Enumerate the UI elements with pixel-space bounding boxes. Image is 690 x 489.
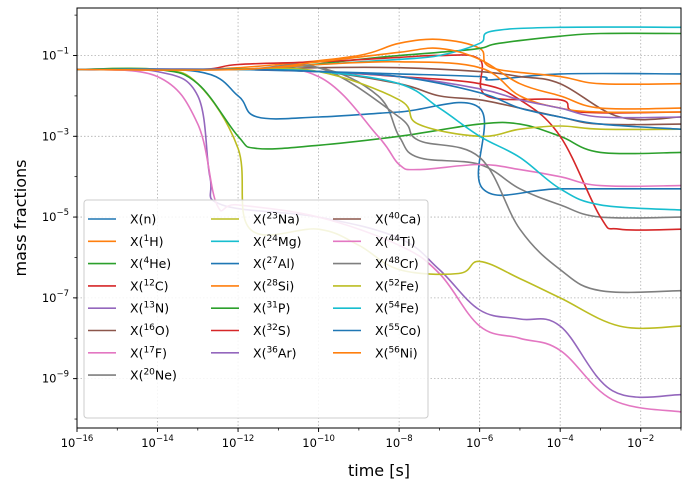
y-axis-label: mass fractions	[11, 160, 30, 277]
legend-entry: X(23Na)	[253, 212, 300, 227]
x-tick-label: 10−12	[222, 434, 255, 450]
legend-entry: X(52Fe)	[375, 278, 419, 293]
legend-entry: X(1H)	[130, 234, 163, 249]
y-tick-label: 10−3	[42, 127, 69, 143]
series-line-2	[77, 38, 681, 86]
x-tick-label: 10−4	[547, 434, 574, 450]
series-line-13	[77, 67, 681, 155]
legend-entry: X(32S)	[253, 323, 291, 338]
legend-entry: X(54Fe)	[375, 301, 419, 316]
legend-entry: X(55Co)	[375, 323, 421, 338]
y-tick-label: 10−1	[42, 47, 69, 63]
legend-entry: X(27Al)	[253, 256, 295, 271]
plot-frame	[76, 7, 682, 429]
x-tick-label: 10−6	[466, 434, 493, 450]
y-tick-label: 10−9	[42, 370, 69, 386]
legend-box	[83, 199, 429, 419]
series-layer	[77, 26, 681, 413]
x-axis-label: time [s]	[348, 461, 410, 480]
series-line-3	[77, 32, 681, 71]
x-tick-label: 10−16	[61, 434, 94, 450]
series-line-15	[77, 68, 681, 119]
series-line-8	[77, 65, 681, 219]
legend-entry: X(31P)	[253, 301, 290, 316]
ticks: 10−16 10−14 10−12 10−10 10−8 10−6 10−4 10−2 10−9…	[42, 14, 682, 450]
x-tick-label: 10−14	[141, 434, 174, 450]
x-tick-label: 10−2	[627, 434, 654, 450]
series-line-11	[77, 68, 681, 197]
legend-entry: X(48Cr)	[375, 256, 419, 271]
legend-entry: X(16O)	[130, 323, 170, 338]
legend-entry: X(28Si)	[253, 278, 294, 293]
y-tick-label: 10−5	[42, 208, 69, 224]
legend-entry: X(n)	[130, 212, 156, 227]
legend-entry: X(4He)	[130, 256, 171, 271]
y-tick-label: 10−7	[42, 289, 69, 305]
series-line-22	[77, 47, 681, 110]
legend-entry: X(40Ca)	[375, 212, 421, 227]
legend: X(n) X(1H) X(4He) X(12C) X(13N) X(16O) X(17F) X…	[83, 199, 429, 419]
legend-entry: X(44Ti)	[375, 234, 416, 249]
legend-entry: X(56Ni)	[375, 345, 418, 360]
legend-entry: X(12C)	[130, 278, 169, 293]
series-line-4	[77, 54, 681, 114]
x-tick-label: 10−8	[386, 434, 413, 450]
legend-entry: X(17F)	[130, 345, 167, 360]
x-tick-label: 10−10	[302, 434, 335, 450]
legend-entry: X(24Mg)	[253, 234, 302, 249]
series-line-17	[77, 68, 681, 188]
legend-entry: X(20Ne)	[130, 368, 177, 383]
legend-entry: X(36Ar)	[253, 345, 296, 360]
legend-entry: X(13N)	[130, 301, 169, 316]
